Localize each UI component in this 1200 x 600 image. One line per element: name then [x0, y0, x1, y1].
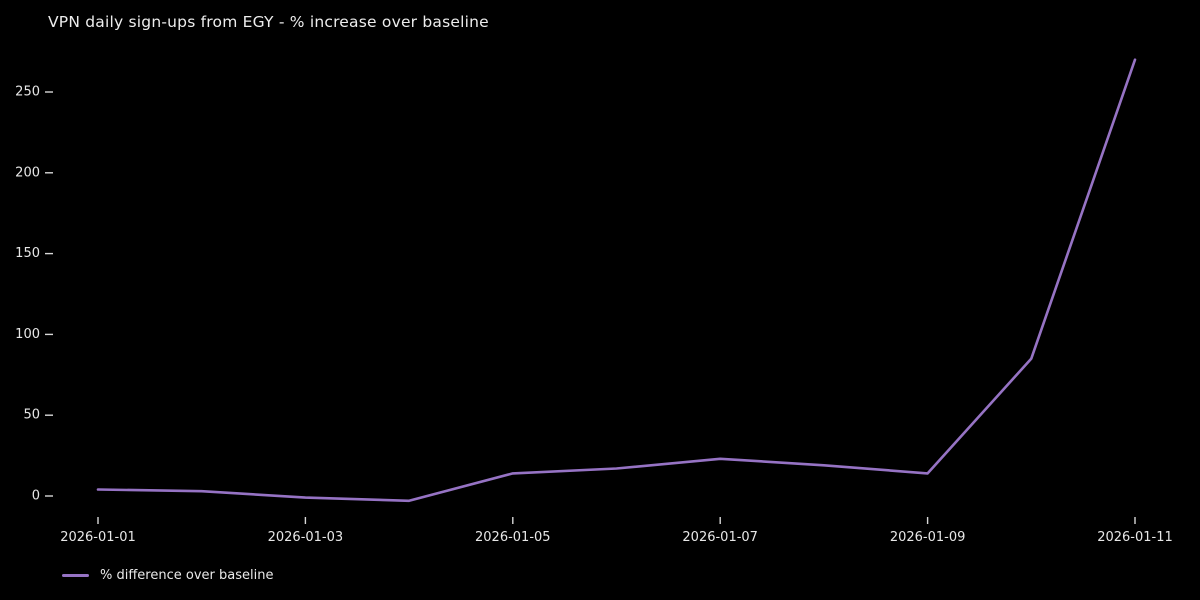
x-tick-label: 2026-01-03	[268, 530, 344, 545]
y-tick-label: 50	[23, 408, 40, 423]
y-tick-label: 150	[15, 246, 40, 261]
y-tick-label: 250	[15, 85, 40, 100]
x-tick-label: 2026-01-07	[682, 530, 758, 545]
legend-label: % difference over baseline	[100, 567, 274, 583]
legend-line-swatch	[62, 573, 89, 577]
x-tick-label: 2026-01-09	[890, 530, 966, 545]
y-tick-label: 100	[15, 327, 40, 342]
y-tick-label: 200	[15, 165, 40, 180]
y-tick-label: 0	[32, 489, 40, 504]
x-tick-label: 2026-01-01	[60, 530, 136, 545]
series-line-pct-difference	[96, 58, 1137, 503]
legend: % difference over baseline	[62, 566, 273, 584]
x-tick-label: 2026-01-05	[475, 530, 551, 545]
x-tick-label: 2026-01-11	[1097, 530, 1173, 545]
chart-title: VPN daily sign-ups from EGY - % increase…	[48, 13, 489, 31]
